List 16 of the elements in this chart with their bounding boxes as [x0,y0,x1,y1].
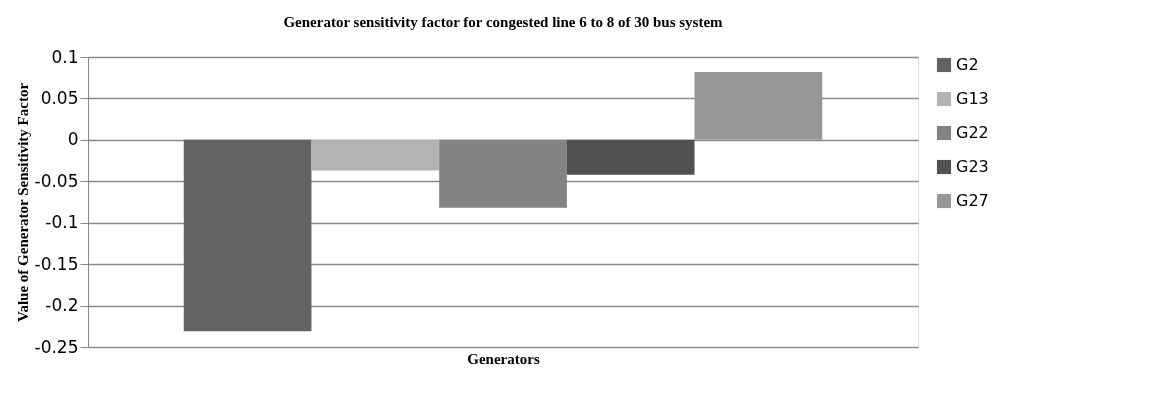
legend-label: G13 [956,89,989,108]
x-axis-title: Generators [467,350,540,367]
y-tick-label: -0.05 [34,170,79,191]
legend-label: G2 [956,55,979,74]
y-tick-label: -0.1 [45,212,79,233]
y-tick-label: -0.2 [45,295,79,316]
legend-label: G23 [956,157,989,176]
legend-label: G27 [956,191,989,210]
y-tick-label: 0.1 [51,46,79,67]
y-tick-label: -0.15 [34,253,79,274]
y-tick-label: 0 [67,129,79,150]
y-axis-title: Value of Generator Sensitivity Factor [14,82,31,323]
chart-title: Generator sensitivity factor for congested line 6 to 8 of 30 bus system [283,14,724,30]
legend-label: G22 [956,123,989,142]
y-tick-label: 0.05 [40,87,79,108]
y-tick-label: -0.25 [34,336,79,357]
